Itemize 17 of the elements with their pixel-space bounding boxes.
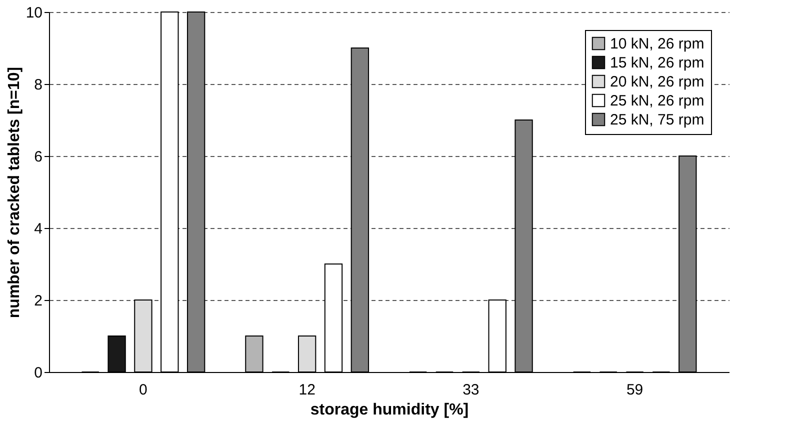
legend-label: 10 kN, 26 rpm [610, 36, 704, 52]
y-tick-label: 4 [34, 220, 42, 238]
y-tick-label: 8 [34, 76, 42, 94]
legend-label: 25 kN, 75 rpm [610, 112, 704, 128]
x-tick-label: 0 [139, 382, 148, 398]
y-tick-label: 2 [34, 292, 42, 310]
legend-label: 20 kN, 26 rpm [610, 74, 704, 90]
y-tick-label: 6 [34, 148, 42, 166]
y-tick-label: 0 [34, 364, 42, 382]
x-tick-label: 12 [298, 382, 316, 398]
legend-label: 25 kN, 26 rpm [610, 92, 704, 110]
legend-label: 15 kN, 26 rpm [610, 54, 704, 72]
x-tick-label: 59 [626, 382, 644, 398]
y-axis-title: number of cracked tablets [n=10] [6, 66, 23, 318]
y-tick-label: 10 [26, 4, 42, 22]
x-tick-label: 33 [462, 382, 480, 398]
x-axis-title: storage humidity [%] [310, 402, 469, 418]
